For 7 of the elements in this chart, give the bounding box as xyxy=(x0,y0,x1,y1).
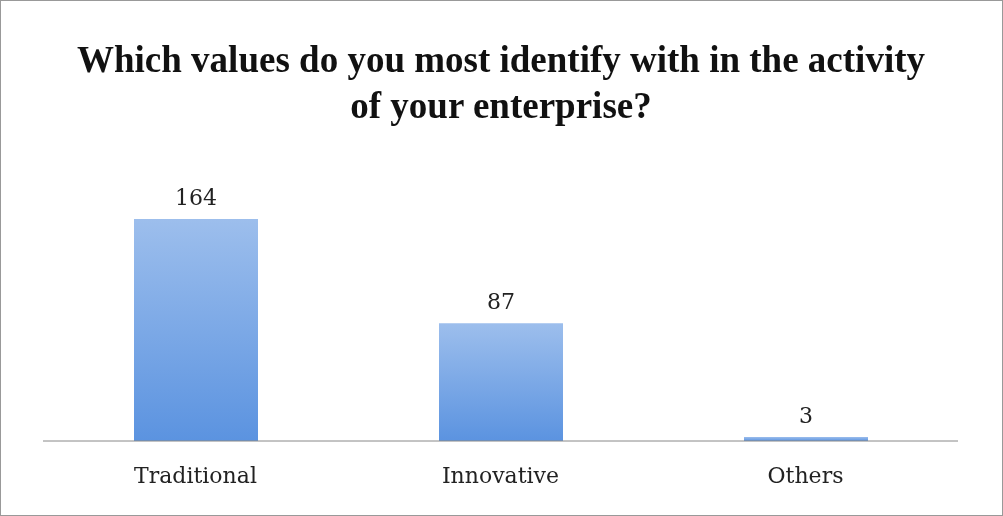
data-label: 3 xyxy=(799,402,813,428)
x-tick-label: Others xyxy=(767,462,844,488)
chart-title: Which values do you most identify with in the activity of your enterprise? xyxy=(76,38,926,128)
x-tick-label: Innovative xyxy=(441,462,560,488)
data-label: 87 xyxy=(487,289,515,315)
data-label: 164 xyxy=(175,185,217,210)
x-tick-label: Traditional xyxy=(134,462,257,488)
